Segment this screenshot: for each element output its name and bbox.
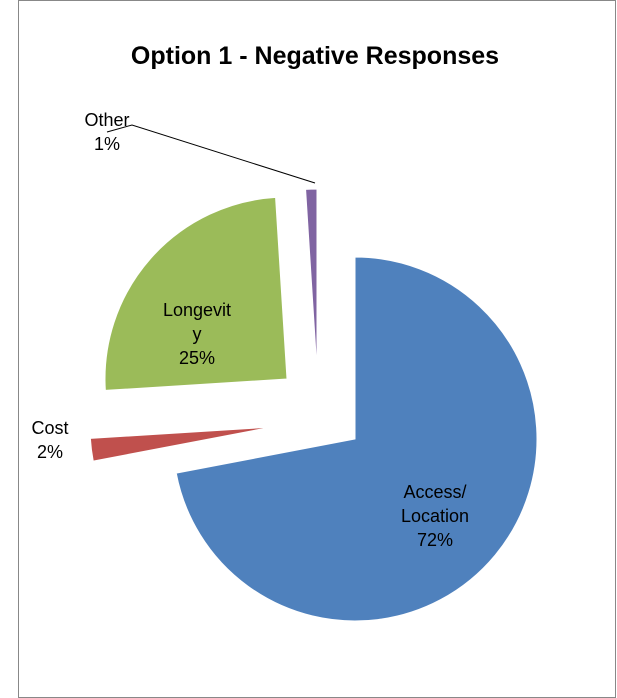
chart-title: Option 1 - Negative Responses — [130, 42, 500, 70]
slice-label: Longevity 25% — [160, 298, 234, 370]
category-label: Longevity — [162, 300, 232, 344]
value-label: 25% — [178, 348, 216, 368]
slice-label: Access/ Location 72% — [385, 480, 485, 552]
pie-slice — [104, 196, 288, 391]
slice-label: Other 1% — [57, 108, 157, 156]
value-label: 2% — [36, 442, 63, 462]
leader-line — [106, 124, 316, 184]
pie-slice — [305, 188, 318, 372]
category-label: Cost — [31, 418, 69, 438]
pie-slice — [89, 426, 273, 462]
value-label: 72% — [416, 530, 454, 550]
category-label: Other — [84, 110, 130, 130]
value-label: 1% — [93, 134, 120, 154]
category-label: Access/ Location — [400, 482, 470, 526]
pie-slice — [175, 256, 538, 622]
slice-label: Cost 2% — [0, 416, 100, 464]
